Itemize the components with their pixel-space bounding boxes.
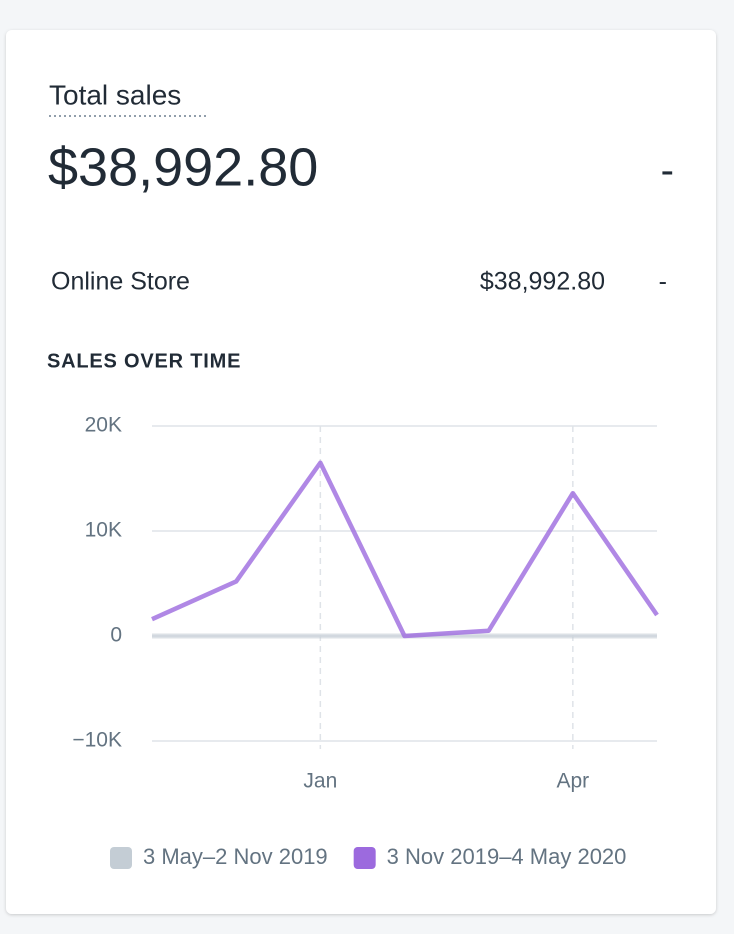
y-tick-label: 20K (85, 414, 122, 437)
y-tick-label: −10K (72, 729, 122, 752)
y-tick-label: 10K (85, 519, 122, 542)
card (6, 30, 716, 914)
card-title: Total sales (49, 79, 181, 110)
channel-name: Online Store (51, 268, 190, 296)
legend-label: 3 May–2 Nov 2019 (143, 844, 328, 869)
channel-change: - (659, 268, 667, 296)
total-change: - (661, 149, 674, 193)
y-tick-label: 0 (110, 624, 122, 647)
legend-swatch (110, 847, 132, 869)
series-line (151, 460, 659, 639)
legend-swatch (353, 847, 376, 869)
total-value: $38,992.80 (48, 137, 318, 197)
x-tick-label: Apr (556, 770, 589, 793)
legend-label: 3 Nov 2019–4 May 2020 (387, 844, 627, 869)
chart-title: SALES OVER TIME (47, 350, 241, 372)
channel-amount: $38,992.80 (480, 268, 605, 296)
x-tick-label: Jan (303, 770, 337, 793)
